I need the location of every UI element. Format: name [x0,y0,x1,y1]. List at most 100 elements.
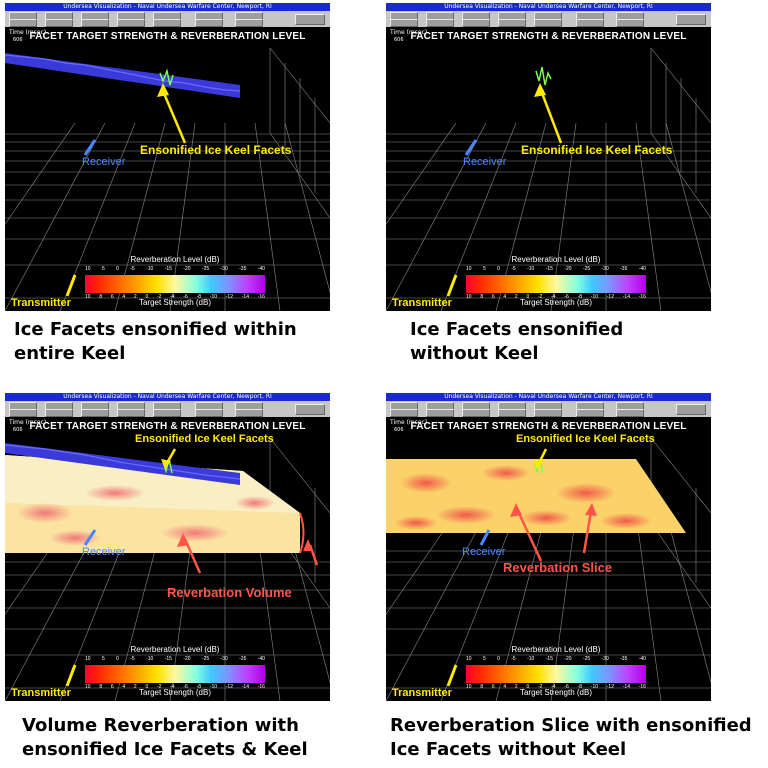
exit-button[interactable] [676,14,706,25]
tick: -2 [156,684,162,690]
tick: 10 [466,684,472,690]
tick: -35 [239,656,247,662]
tick: -35 [620,656,628,662]
tick: -10 [590,684,599,690]
toolbar-button[interactable] [576,19,604,27]
legend-color-bar [85,665,265,683]
tick: -4 [551,294,556,300]
view-toolbar [386,401,711,417]
toolbar-button[interactable] [576,409,604,417]
toolbar-button[interactable] [9,409,37,417]
toolbar-button[interactable] [81,19,109,27]
tick: -20 [183,656,191,662]
color-legend: Reverberation Level (dB) 10 5 0 -5 -10 -15 -20… [456,645,656,697]
toolbar-button[interactable] [616,19,644,27]
tick: -2 [537,684,543,690]
tick: 5 [101,266,105,272]
toolbar-button[interactable] [45,409,73,417]
tick: 6 [491,294,495,300]
toolbar-button[interactable] [462,409,490,417]
plot-title: FACET TARGET STRENGTH & REVERBERATION LE… [410,31,687,42]
tick: -6 [564,684,569,690]
tick: 10 [85,684,91,690]
window-title: Undersea Visualization - Naval Undersea … [386,393,711,401]
tick: 10 [85,266,91,272]
tick: -16 [257,294,265,300]
reverb-volume-layer [5,443,319,687]
visualization-panel-1: Undersea Visualization - Naval Undersea … [5,3,330,311]
tick: -30 [220,266,228,272]
color-legend: Reverberation Level (dB) 10 5 0 -5 -10 -15 -20… [75,255,275,307]
toolbar-button[interactable] [534,19,562,27]
view-toolbar [5,11,330,27]
toolbar-button[interactable] [235,19,263,27]
toolbar-button[interactable] [117,19,145,27]
toolbar-button[interactable] [153,409,181,417]
toolbar-button[interactable] [195,409,223,417]
legend-bottom-ticks: 10 8 6 4 2 0 -2 -4 -6 -8 -10 -12 -14 -16 [85,684,265,690]
toolbar-button[interactable] [195,19,223,27]
toolbar-button[interactable] [153,19,181,27]
legend-color-bar [466,275,646,293]
caption-line: Ice Facets without Keel [390,739,627,760]
time-value: 606 [394,37,404,43]
plot-title: FACET TARGET STRENGTH & REVERBERATION LE… [410,421,687,432]
tick: 8 [480,294,484,300]
exit-button[interactable] [676,404,706,415]
caption-line: Ice Facets ensonified [410,319,624,340]
tick: -5 [130,266,135,272]
toolbar-button[interactable] [426,409,454,417]
toolbar-button[interactable] [534,409,562,417]
plot-title: FACET TARGET STRENGTH & REVERBERATION LE… [29,31,306,42]
toolbar-button[interactable] [616,409,644,417]
tick: -14 [622,294,630,300]
reverb-annotation: Reverbation Volume [167,585,292,600]
tick: -14 [241,684,249,690]
caption-line: Volume Reverberation with [22,715,299,736]
toolbar-button[interactable] [498,19,526,27]
toolbar-button[interactable] [9,19,37,27]
tick: -6 [183,684,188,690]
tick: -4 [551,684,556,690]
tick: -40 [257,656,265,662]
tick: 5 [482,266,486,272]
tick: -30 [601,656,609,662]
toolbar-button[interactable] [426,19,454,27]
tick: 6 [491,684,495,690]
legend-top-ticks: 10 5 0 -5 -10 -15 -20 -25 -30 -35 -40 [466,656,646,662]
toolbar-button[interactable] [117,409,145,417]
legend-bottom-title: Target Strength (dB) [519,688,593,697]
legend-bottom-ticks: 10 8 6 4 2 0 -2 -4 -6 -8 -10 -12 -14 -16 [466,294,646,300]
legend-bottom-title: Target Strength (dB) [519,298,593,307]
tick: -4 [170,684,175,690]
tick: 10 [466,656,472,662]
toolbar-button[interactable] [235,409,263,417]
toolbar-button[interactable] [390,409,418,417]
toolbar-button[interactable] [498,409,526,417]
toolbar-button[interactable] [81,409,109,417]
tick: 4 [122,684,126,690]
exit-button[interactable] [295,404,325,415]
tick: -8 [577,684,583,690]
tick: 6 [110,684,114,690]
toolbar-button[interactable] [390,19,418,27]
tick: -30 [601,266,609,272]
toolbar-button[interactable] [462,19,490,27]
time-value: 606 [13,427,23,433]
caption-line: Reverberation Slice with ensonified [390,715,752,736]
visualization-panel-4: Undersea Visualization - Naval Undersea … [386,393,711,701]
tick: 5 [482,656,486,662]
tick: 2 [514,684,518,690]
time-label: Time (msec) [390,419,428,426]
exit-button[interactable] [295,14,325,25]
toolbar-button[interactable] [45,19,73,27]
tick: 0 [497,266,500,272]
tick: -40 [257,266,265,272]
legend-bottom-title: Target Strength (dB) [138,688,212,697]
tick: -25 [582,266,591,272]
keel-facets-layer [5,53,241,297]
tick: -10 [146,656,154,662]
tick: -8 [196,684,202,690]
tick: -14 [241,294,249,300]
visualization-panel-2: Undersea Visualization - Naval Undersea … [386,3,711,311]
